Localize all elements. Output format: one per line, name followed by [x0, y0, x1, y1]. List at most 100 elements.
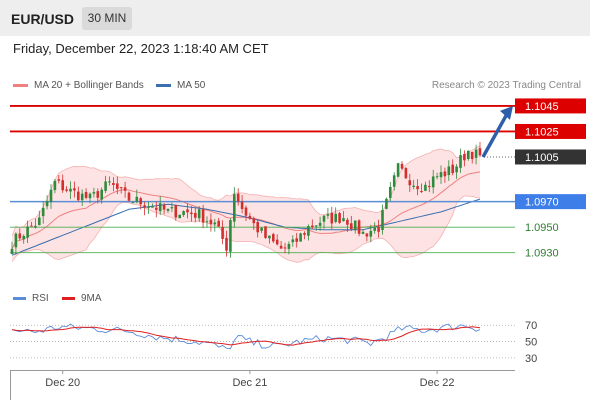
ma50-label: MA 50 [177, 80, 206, 91]
candle-body [346, 219, 349, 225]
candle [463, 150, 466, 167]
candle [256, 219, 259, 238]
candle [443, 167, 447, 183]
candle [217, 217, 220, 228]
rsi-level-label: 50 [525, 337, 537, 349]
candle [416, 179, 419, 196]
candles [10, 141, 482, 258]
candle [357, 219, 361, 237]
candle [155, 201, 158, 218]
timeframe-button[interactable]: 30 MIN [82, 7, 132, 30]
candle [291, 235, 295, 247]
candle [389, 182, 392, 202]
candle-body [205, 221, 209, 223]
candle-body [377, 227, 380, 232]
rsi-ma-line [11, 326, 481, 346]
candle [14, 232, 18, 255]
candle [158, 196, 162, 216]
candle-body [396, 163, 400, 177]
candle [350, 215, 353, 232]
candle [18, 228, 22, 241]
candle [408, 173, 412, 192]
candle-body [69, 188, 72, 192]
candle-body [162, 204, 166, 210]
credit-text: Research © 2023 Trading Central [431, 80, 581, 91]
candle [400, 161, 404, 171]
candle-body [26, 226, 29, 238]
candle [178, 214, 181, 219]
candle-body [41, 207, 45, 217]
level-label: 1.0970 [525, 197, 559, 209]
candle [326, 207, 330, 219]
candle [311, 219, 314, 229]
candle-body [307, 226, 310, 236]
candle-body [412, 185, 415, 187]
candle-body [116, 183, 119, 189]
candle [455, 164, 458, 179]
candle [73, 181, 76, 198]
candle [365, 232, 369, 242]
ma20-label: MA 20 + Bollinger Bands [34, 80, 144, 91]
candle [467, 150, 470, 161]
candle-body [143, 205, 146, 208]
candle-body [373, 227, 376, 231]
candle [279, 240, 283, 249]
candle [127, 191, 131, 202]
candle-body [182, 211, 185, 216]
candle-body [256, 221, 259, 233]
candle-body [299, 233, 302, 242]
candle [10, 241, 14, 255]
candle [65, 186, 68, 193]
level-label: 1.0950 [525, 222, 559, 234]
symbol-title: EUR/USD [11, 11, 75, 27]
candle-body [287, 243, 291, 249]
candle-body [474, 149, 478, 158]
candle-body [439, 172, 443, 178]
candle-body [338, 213, 341, 223]
candle [143, 201, 146, 216]
candle-body [201, 209, 205, 223]
candle-body [303, 233, 306, 235]
candle-body [197, 209, 201, 219]
candle [459, 148, 462, 173]
candle-body [18, 233, 22, 239]
candle [314, 225, 318, 231]
candle-body [38, 217, 41, 226]
candle [221, 220, 224, 245]
candle-body [14, 233, 18, 248]
candle-body [155, 207, 158, 210]
candle [451, 159, 454, 176]
candle [244, 205, 248, 221]
candle-body [435, 176, 439, 178]
rsi-label: RSI [32, 293, 49, 304]
candle [404, 167, 408, 179]
rsi-ma-label: 9MA [81, 293, 102, 304]
candle-body [194, 212, 197, 218]
candle-body [221, 227, 224, 239]
candle [412, 179, 415, 190]
candle-body [279, 245, 283, 249]
candle [268, 235, 271, 244]
candle-body [248, 215, 252, 219]
candle-body [365, 233, 369, 237]
candle [22, 234, 25, 244]
candle [439, 165, 443, 184]
candle-body [404, 168, 408, 179]
ma50-swatch [156, 83, 171, 87]
candle [201, 204, 205, 229]
candle-body [22, 235, 25, 240]
candle-body [455, 166, 458, 173]
candle-body [139, 198, 142, 205]
candle-body [447, 166, 451, 176]
candle [330, 206, 334, 230]
candle-body [100, 189, 103, 200]
candle [123, 181, 127, 198]
candle-body [10, 248, 14, 254]
candle [303, 231, 306, 240]
candle-body [53, 180, 57, 191]
candle [435, 172, 439, 180]
candle [353, 220, 357, 234]
candle-body [467, 150, 470, 159]
candle [186, 203, 189, 219]
